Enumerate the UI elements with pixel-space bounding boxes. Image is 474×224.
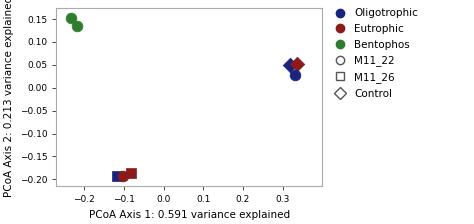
Point: [286, 63, 293, 67]
Point: [73, 24, 81, 28]
X-axis label: PCoA Axis 1: 0.591 variance explained: PCoA Axis 1: 0.591 variance explained: [89, 210, 290, 220]
Point: [127, 171, 135, 174]
Point: [291, 73, 298, 77]
Point: [68, 16, 75, 19]
Point: [293, 62, 301, 66]
Point: [113, 174, 120, 178]
Legend: Oligotrophic, Eutrophic, Bentophos, M11_22, M11_26, Control: Oligotrophic, Eutrophic, Bentophos, M11_…: [325, 4, 422, 103]
Y-axis label: PCoA Axis 2: 0.213 variance explained: PCoA Axis 2: 0.213 variance explained: [4, 0, 14, 198]
Point: [119, 174, 127, 177]
